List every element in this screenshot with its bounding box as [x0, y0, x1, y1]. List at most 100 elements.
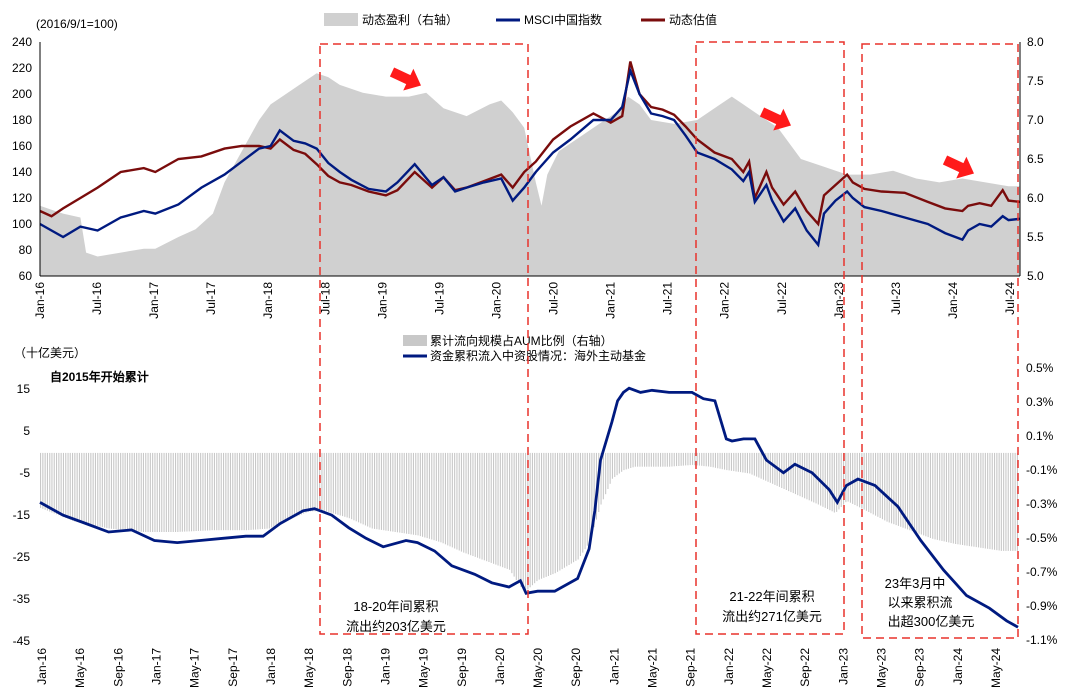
aum-ratio-bar — [225, 452, 227, 531]
top-right-tick: 7.5 — [1027, 74, 1044, 88]
aum-ratio-bar — [396, 452, 398, 533]
aum-ratio-bar — [298, 452, 300, 516]
bottom-x-tick-label: Sep-20 — [569, 648, 583, 687]
aum-ratio-bar — [456, 452, 458, 550]
top-x-tick-label: Jan-18 — [261, 282, 275, 319]
aum-ratio-bar — [104, 452, 106, 528]
aum-ratio-bar — [673, 452, 675, 467]
aum-ratio-bar — [236, 452, 238, 531]
aum-ratio-bar — [577, 452, 579, 560]
aum-ratio-bar — [515, 452, 517, 581]
aum-ratio-bar — [353, 452, 355, 521]
aum-ratio-bar — [133, 452, 135, 531]
aum-ratio-bar — [399, 452, 401, 533]
aum-ratio-bar — [881, 452, 883, 520]
aum-ratio-bar — [605, 452, 607, 495]
aum-ratio-bar — [259, 452, 261, 530]
bottom-x-tick-label: May-16 — [73, 648, 87, 688]
aum-ratio-bar — [220, 452, 222, 531]
aum-ratio-bar — [337, 452, 339, 515]
bottom-x-tick-label: Jan-18 — [264, 648, 278, 685]
highlight-box-2021-2022 — [695, 41, 845, 635]
aum-ratio-bar — [62, 452, 64, 518]
aum-ratio-bar — [138, 452, 140, 532]
aum-ratio-bar — [520, 452, 522, 587]
legend-label-msci: MSCI中国指数 — [524, 12, 602, 27]
aum-ratio-bar — [957, 452, 959, 545]
bottom-right-tick: -0.5% — [1026, 531, 1058, 545]
bottom-left-tick: 5 — [23, 424, 30, 438]
aum-ratio-bar — [156, 452, 158, 532]
aum-ratio-bar — [925, 452, 927, 537]
aum-ratio-bar — [653, 452, 655, 467]
aum-ratio-bar — [714, 452, 716, 468]
aum-ratio-bar — [106, 452, 108, 529]
aum-ratio-bar — [159, 452, 161, 532]
bottom-x-tick-label: Jan-21 — [607, 648, 621, 685]
aum-ratio-bar — [296, 452, 298, 517]
top-x-tick-label: Jan-21 — [604, 282, 618, 319]
aum-ratio-bar — [902, 452, 904, 528]
aum-ratio-bar — [335, 452, 337, 515]
aum-ratio-bar — [447, 452, 449, 546]
aum-ratio-bar — [181, 452, 183, 532]
aum-ratio-bar — [428, 452, 430, 539]
top-left-tick: 160 — [12, 139, 32, 153]
aum-ratio-bar — [300, 452, 302, 515]
aum-ratio-bar — [611, 452, 613, 479]
aum-ratio-bar — [435, 452, 437, 541]
aum-ratio-bar — [124, 452, 126, 531]
bottom-right-tick: -0.7% — [1026, 565, 1058, 579]
aum-ratio-bar — [968, 452, 970, 547]
top-right-tick: 6.0 — [1027, 191, 1044, 205]
aum-ratio-bar — [824, 452, 826, 508]
aum-ratio-bar — [227, 452, 229, 531]
aum-ratio-bar — [893, 452, 895, 525]
down-arrow-icon — [389, 67, 422, 91]
aum-ratio-bar — [907, 452, 909, 530]
aum-ratio-bar — [543, 452, 545, 578]
aum-ratio-bar — [53, 452, 55, 514]
aum-ratio-bar — [369, 452, 371, 528]
aum-ratio-bar — [140, 452, 142, 532]
aum-ratio-bar — [90, 452, 92, 525]
top-left-tick: 220 — [12, 61, 32, 75]
highlight-boxes — [319, 41, 1019, 639]
aum-ratio-bar — [662, 452, 664, 467]
aum-ratio-bar — [978, 452, 980, 548]
legend-label-earnings: 动态盈利（右轴） — [362, 12, 458, 27]
top-left-tick: 60 — [19, 269, 33, 283]
aum-ratio-bar — [74, 452, 76, 522]
aum-ratio-bar — [72, 452, 74, 521]
aum-ratio-bar — [60, 452, 62, 517]
aum-ratio-bar — [207, 452, 209, 531]
aum-ratio-bar — [129, 452, 131, 531]
aum-ratio-bar — [101, 452, 103, 528]
aum-ratio-bar — [575, 452, 577, 561]
top-x-tick-label: Jan-22 — [718, 282, 732, 319]
aum-ratio-bar — [648, 452, 650, 467]
aum-ratio-bar — [650, 452, 652, 467]
aum-ratio-bar — [952, 452, 954, 544]
bottom-right-ticks: 0.5% 0.3% 0.1% -0.1% -0.3% -0.5% -0.7% -… — [1026, 361, 1058, 647]
aum-ratio-bar — [522, 452, 524, 589]
aum-ratio-bar — [392, 452, 394, 532]
aum-ratio-bar — [724, 452, 726, 470]
top-x-tick-label: Jan-20 — [490, 282, 504, 319]
aum-ratio-bar — [364, 452, 366, 526]
top-index-note: (2016/9/1=100) — [36, 17, 118, 31]
aum-ratio-bar — [481, 452, 483, 560]
aum-ratio-bar — [56, 452, 58, 515]
aum-ratio-bar — [945, 452, 947, 542]
aum-ratio-bar — [833, 452, 835, 513]
aum-ratio-bar — [742, 452, 744, 473]
aum-ratio-bar — [179, 452, 181, 532]
aum-ratio-bar — [94, 452, 96, 526]
aum-ratio-bar — [504, 452, 506, 569]
aum-ratio-bar — [845, 452, 847, 503]
down-arrow-icon — [759, 107, 792, 131]
aum-ratio-bar — [312, 452, 314, 512]
bottom-x-tick-label: May-22 — [760, 648, 774, 688]
aum-ratio-bar — [486, 452, 488, 562]
aum-ratio-bars — [40, 452, 1018, 590]
